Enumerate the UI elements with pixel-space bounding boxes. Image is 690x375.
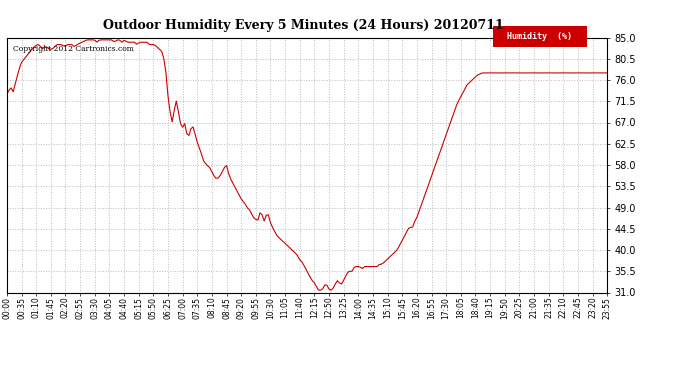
Text: Humidity  (%): Humidity (%) <box>507 32 573 41</box>
Text: Copyright 2012 Cartronics.com: Copyright 2012 Cartronics.com <box>13 45 134 53</box>
Text: Outdoor Humidity Every 5 Minutes (24 Hours) 20120711: Outdoor Humidity Every 5 Minutes (24 Hou… <box>104 19 504 32</box>
